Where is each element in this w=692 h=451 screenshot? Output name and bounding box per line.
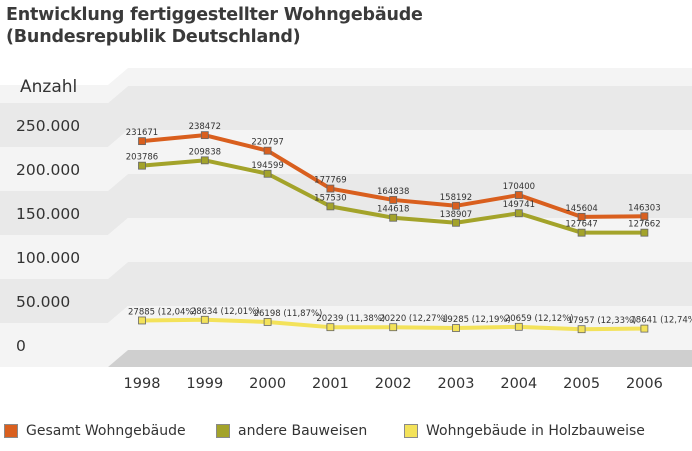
data-label: 20659 (12,12%) [505, 314, 574, 324]
data-point [452, 201, 460, 210]
data-label: 203786 [126, 153, 158, 163]
chart-title-line-1: Entwicklung fertiggestellter Wohngebäude [6, 5, 423, 25]
grid-band [0, 130, 692, 191]
data-point [514, 209, 523, 218]
grid-band [0, 86, 692, 147]
data-point [263, 318, 272, 326]
data-point [263, 169, 272, 178]
data-label: 158192 [440, 193, 472, 203]
x-tick-label: 2000 [249, 376, 286, 392]
data-point [200, 131, 209, 140]
y-axis-label: Anzahl [20, 77, 77, 97]
y-tick-label: 0 [16, 337, 26, 355]
data-point [640, 228, 649, 237]
data-point [138, 161, 146, 170]
data-point [514, 191, 523, 199]
legend-swatch-holz [404, 424, 418, 438]
legend-swatch-andere [216, 424, 230, 438]
y-tick-label: 50.000 [16, 293, 70, 311]
data-point [263, 146, 272, 155]
data-point [389, 213, 398, 222]
legend-label-holz: Wohngebäude in Holzbauweise [426, 423, 645, 439]
x-tick-label: 2002 [375, 376, 412, 392]
data-label: 164838 [377, 187, 409, 197]
chart-floor [108, 350, 692, 367]
data-point [200, 156, 209, 165]
data-label: 127647 [565, 220, 597, 230]
data-label: 138907 [440, 210, 472, 220]
data-label: 17957 (12,33%) [568, 316, 637, 326]
legend: Gesamt Wohngebäude andere Bauweisen Wohn… [0, 423, 692, 445]
data-label: 19285 (12,19%) [442, 315, 511, 325]
data-point [640, 212, 649, 221]
data-point [138, 137, 146, 146]
x-tick-label: 2005 [563, 376, 600, 392]
x-tick-label: 1999 [186, 376, 223, 392]
data-point [326, 323, 335, 332]
data-label: 209838 [189, 147, 221, 157]
grid-band [0, 218, 692, 279]
data-point [514, 322, 523, 331]
legend-label-andere: andere Bauweisen [238, 423, 368, 439]
y-tick-label: 200.000 [16, 161, 80, 179]
data-point [326, 184, 335, 193]
data-point [452, 324, 460, 332]
data-label: 238472 [189, 122, 221, 132]
data-point [577, 228, 586, 237]
data-label: 20220 (12,27%) [379, 314, 448, 324]
legend-item-gesamt: Gesamt Wohngebäude [4, 423, 186, 439]
data-label: 149741 [503, 200, 535, 210]
x-tick-label: 1998 [124, 376, 161, 392]
data-label: 231671 [126, 128, 158, 138]
y-tick-label: 100.000 [16, 249, 80, 267]
legend-label-gesamt: Gesamt Wohngebäude [26, 423, 186, 439]
legend-item-andere: andere Bauweisen [216, 423, 367, 439]
y-tick-label: 150.000 [16, 205, 80, 223]
data-label: 18641 (12,74%) [630, 316, 692, 326]
data-point [326, 202, 335, 211]
data-label: 220797 [251, 138, 283, 148]
grid-band [0, 174, 692, 235]
x-tick-label: 2004 [500, 376, 537, 392]
data-label: 28634 (12,01%) [191, 307, 260, 317]
data-point [640, 324, 649, 333]
x-tick-label: 2001 [312, 376, 349, 392]
x-tick-label: 2003 [438, 376, 475, 392]
chart-title-line-2: (Bundesrepublik Deutschland) [6, 27, 301, 47]
data-point [452, 218, 460, 227]
grid-band [0, 68, 692, 103]
data-label: 127662 [628, 220, 660, 230]
data-label: 170400 [503, 182, 535, 192]
data-point [200, 315, 209, 324]
grid-band [0, 262, 692, 323]
data-label: 26198 (11,87%) [254, 309, 323, 319]
data-label: 20239 (11,38%) [316, 314, 385, 324]
data-label: 146303 [628, 203, 660, 213]
data-point [389, 196, 398, 204]
y-tick-label: 250.000 [16, 117, 80, 135]
data-point [389, 323, 398, 332]
data-label: 194599 [251, 161, 283, 171]
chart-title: Entwicklung fertiggestellter Wohngebäude… [6, 4, 423, 48]
data-label: 177769 [314, 176, 346, 186]
data-label: 27885 (12,04%) [128, 307, 197, 317]
data-point [577, 325, 586, 334]
legend-swatch-gesamt [4, 424, 18, 438]
data-point [138, 316, 146, 325]
data-label: 157530 [314, 193, 346, 203]
data-label: 144618 [377, 205, 409, 215]
data-point [577, 212, 586, 221]
data-label: 145604 [565, 204, 597, 214]
legend-item-holz: Wohngebäude in Holzbauweise [404, 423, 645, 439]
x-tick-label: 2006 [626, 376, 663, 392]
